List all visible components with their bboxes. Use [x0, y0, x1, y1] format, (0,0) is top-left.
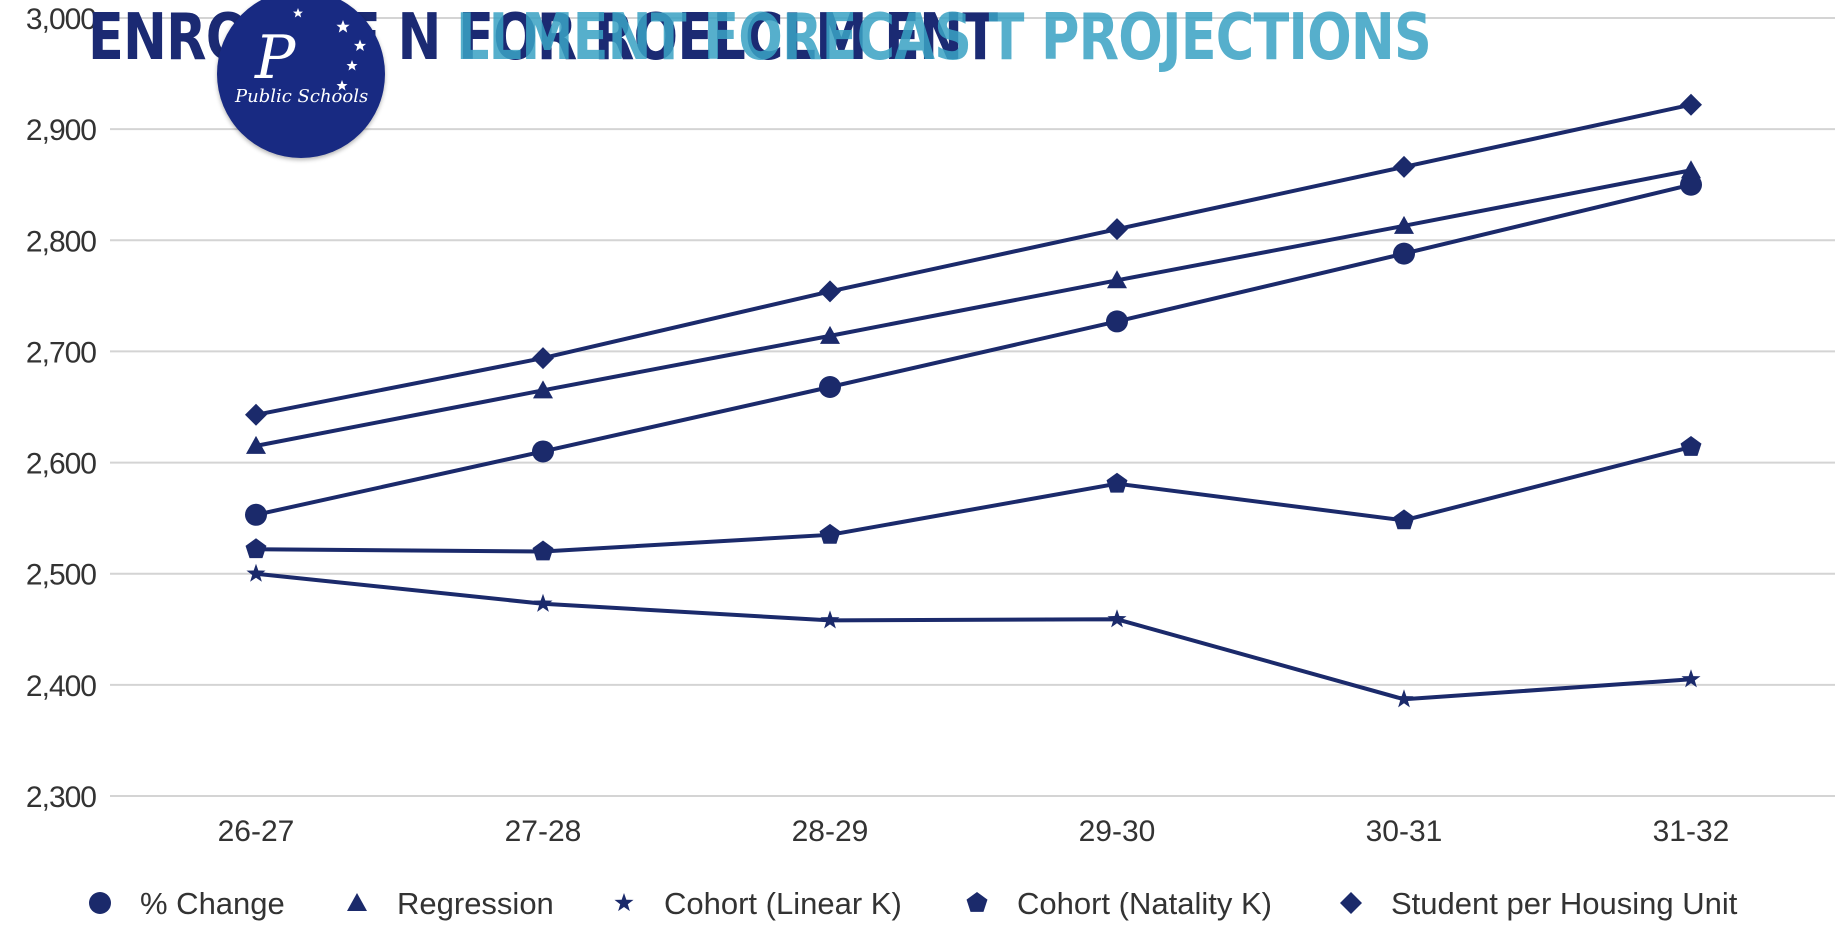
- legend-marker: [89, 892, 111, 914]
- legend-label: Regression: [397, 886, 554, 921]
- data-point: [1394, 215, 1414, 234]
- data-point: [1106, 310, 1128, 333]
- data-point: [1681, 669, 1701, 688]
- y-tick-label: 2,600: [26, 448, 96, 481]
- y-tick-label: 2,700: [26, 336, 96, 369]
- legend-item: Cohort (Linear K): [614, 886, 902, 921]
- page-title-overlay: LLMENT FORECAS T PROJECTIONS: [456, 0, 1432, 80]
- series-2: [246, 563, 1701, 708]
- legend-label: Cohort (Linear K): [664, 886, 902, 921]
- y-tick-label: 2,300: [26, 781, 96, 814]
- y-tick-label: 2,400: [26, 670, 96, 703]
- data-point: [1394, 689, 1414, 708]
- data-point: [1106, 218, 1128, 241]
- series-4: [245, 93, 1702, 426]
- legend-marker: [614, 893, 634, 912]
- legend: % Change Regression Cohort (Linear K) Cohor…: [89, 886, 1738, 921]
- legend-label: Student per Housing Unit: [1391, 886, 1738, 921]
- series-0: [245, 173, 1702, 526]
- y-tick-label: 2,900: [26, 114, 96, 147]
- data-point: [1393, 242, 1415, 265]
- x-tick-label: 28-29: [792, 815, 869, 848]
- legend-marker: [1340, 892, 1362, 914]
- data-point: [820, 610, 840, 629]
- y-tick-label: 2,800: [26, 225, 96, 258]
- logo-letter: P: [255, 23, 296, 93]
- data-point: [1681, 160, 1701, 179]
- series-1: [246, 160, 1701, 454]
- data-point: [1680, 436, 1702, 456]
- legend-item: Cohort (Natality K): [966, 886, 1272, 921]
- logo-text: Public Schools: [235, 86, 369, 107]
- data-point: [246, 435, 266, 454]
- data-point: [533, 593, 553, 612]
- x-axis: 26-27 27-28 28-29 29-30 30-31 31-32: [218, 815, 1730, 848]
- x-tick-label: 29-30: [1079, 815, 1156, 848]
- district-seal-icon: P Public Schools: [217, 0, 385, 158]
- data-point: [245, 403, 267, 426]
- legend-label: Cohort (Natality K): [1017, 886, 1272, 921]
- data-point: [245, 503, 267, 526]
- legend-label: % Change: [140, 886, 285, 921]
- x-tick-label: 27-28: [505, 815, 582, 848]
- data-point: [1107, 270, 1127, 289]
- data-point: [819, 280, 841, 303]
- data-point: [1393, 155, 1415, 178]
- series-3: [245, 436, 1702, 561]
- legend-item: Regression: [347, 886, 554, 921]
- page-title-layer-b: LLMENT FORECAS T PROJECTIONS: [456, 1, 1432, 75]
- legend-item: % Change: [89, 886, 285, 921]
- data-point: [532, 540, 554, 561]
- series-line: [255, 182, 1692, 517]
- series-line: [255, 445, 1692, 554]
- data-point: [1680, 93, 1702, 116]
- data-point: [1680, 173, 1702, 196]
- data-point: [533, 380, 553, 399]
- x-tick-label: 31-32: [1653, 815, 1730, 848]
- legend-item: Student per Housing Unit: [1340, 886, 1738, 921]
- data-point: [819, 375, 841, 398]
- data-point: [532, 347, 554, 370]
- data-point: [532, 440, 554, 463]
- x-tick-label: 30-31: [1366, 815, 1443, 848]
- legend-marker: [347, 893, 367, 911]
- data-point: [1106, 472, 1128, 493]
- series-line: [255, 102, 1692, 417]
- y-tick-label: 3,000: [26, 3, 96, 36]
- data-point: [819, 523, 841, 544]
- legend-marker: [966, 892, 988, 912]
- data-point: [246, 563, 266, 582]
- logo-stars: [293, 8, 367, 91]
- data-point: [1107, 609, 1127, 628]
- series-group: [245, 93, 1702, 708]
- series-line: [255, 571, 1692, 702]
- series-line: [255, 168, 1692, 448]
- x-tick-label: 26-27: [218, 815, 295, 848]
- data-point: [820, 325, 840, 344]
- grid-lines: [110, 17, 1835, 797]
- data-point: [1393, 509, 1415, 530]
- y-tick-label: 2,500: [26, 559, 96, 592]
- y-axis: 2,300 2,400 2,500 2,600 2,700 2,800 2,900 3,000: [26, 3, 97, 814]
- data-point: [245, 538, 267, 559]
